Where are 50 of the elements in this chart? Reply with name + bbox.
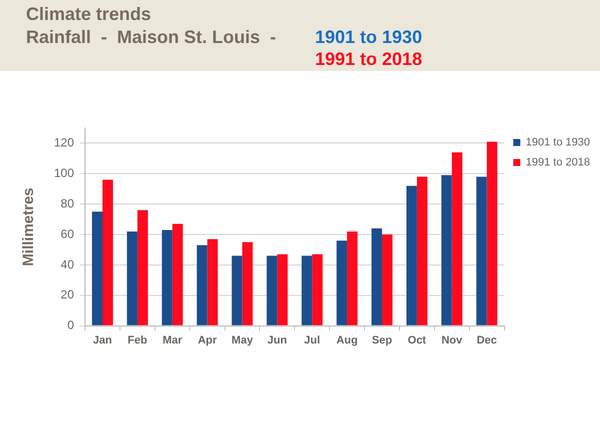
x-tick-label: Mar	[162, 334, 183, 346]
bar	[102, 180, 113, 326]
y-tick-label: 60	[60, 226, 74, 241]
y-tick-label: 80	[60, 196, 74, 210]
x-tick-label: Feb	[128, 334, 148, 346]
chart-title: Climate trends	[26, 3, 152, 25]
bar	[162, 230, 172, 326]
y-tick-label: 100	[54, 166, 74, 180]
text: 1901 to 1930	[315, 26, 422, 48]
text: 1991 to 2018	[315, 48, 422, 70]
x-tick-label: Oct	[408, 334, 426, 346]
bar	[126, 231, 138, 326]
x-tick-label: Aug	[336, 334, 358, 346]
bar	[416, 176, 428, 326]
x-tick-label: Sep	[372, 334, 392, 346]
bar	[441, 175, 452, 326]
y-tick-label: 40	[60, 257, 74, 272]
bar	[336, 240, 348, 326]
x-tick-label: Dec	[476, 334, 497, 346]
bar	[232, 256, 242, 326]
bar	[242, 242, 253, 326]
x-tick-label: Jan	[93, 334, 112, 346]
bar	[312, 254, 323, 326]
legend-label: 1901 to 1930	[526, 136, 590, 149]
bar	[207, 239, 218, 326]
legend-label: 1991 to 2018	[526, 156, 590, 169]
bar	[172, 224, 183, 326]
bar	[92, 212, 102, 326]
bar	[372, 228, 382, 326]
bar	[302, 256, 312, 326]
x-tick-label: Nov	[441, 334, 464, 346]
y-tick-label: 120	[54, 136, 74, 150]
bar	[382, 234, 392, 326]
x-tick-label: Jul	[304, 334, 320, 346]
x-tick-label: Jun	[267, 334, 288, 346]
x-tick-label: May	[232, 334, 254, 346]
bar	[406, 186, 417, 326]
chart-subtitle: Rainfall - Maison St. Louis -	[26, 26, 276, 48]
bar	[266, 256, 278, 326]
y-tick-label: 20	[60, 288, 74, 302]
bar	[476, 176, 487, 326]
y-tick-label: 0	[67, 318, 74, 332]
y-axis-title: Millimetres	[20, 188, 38, 266]
bar	[137, 210, 148, 326]
bar	[347, 231, 358, 326]
x-tick-label: Apr	[198, 334, 218, 346]
bar	[486, 142, 498, 326]
bar	[277, 254, 288, 326]
bar	[196, 245, 208, 326]
bar	[452, 152, 462, 326]
